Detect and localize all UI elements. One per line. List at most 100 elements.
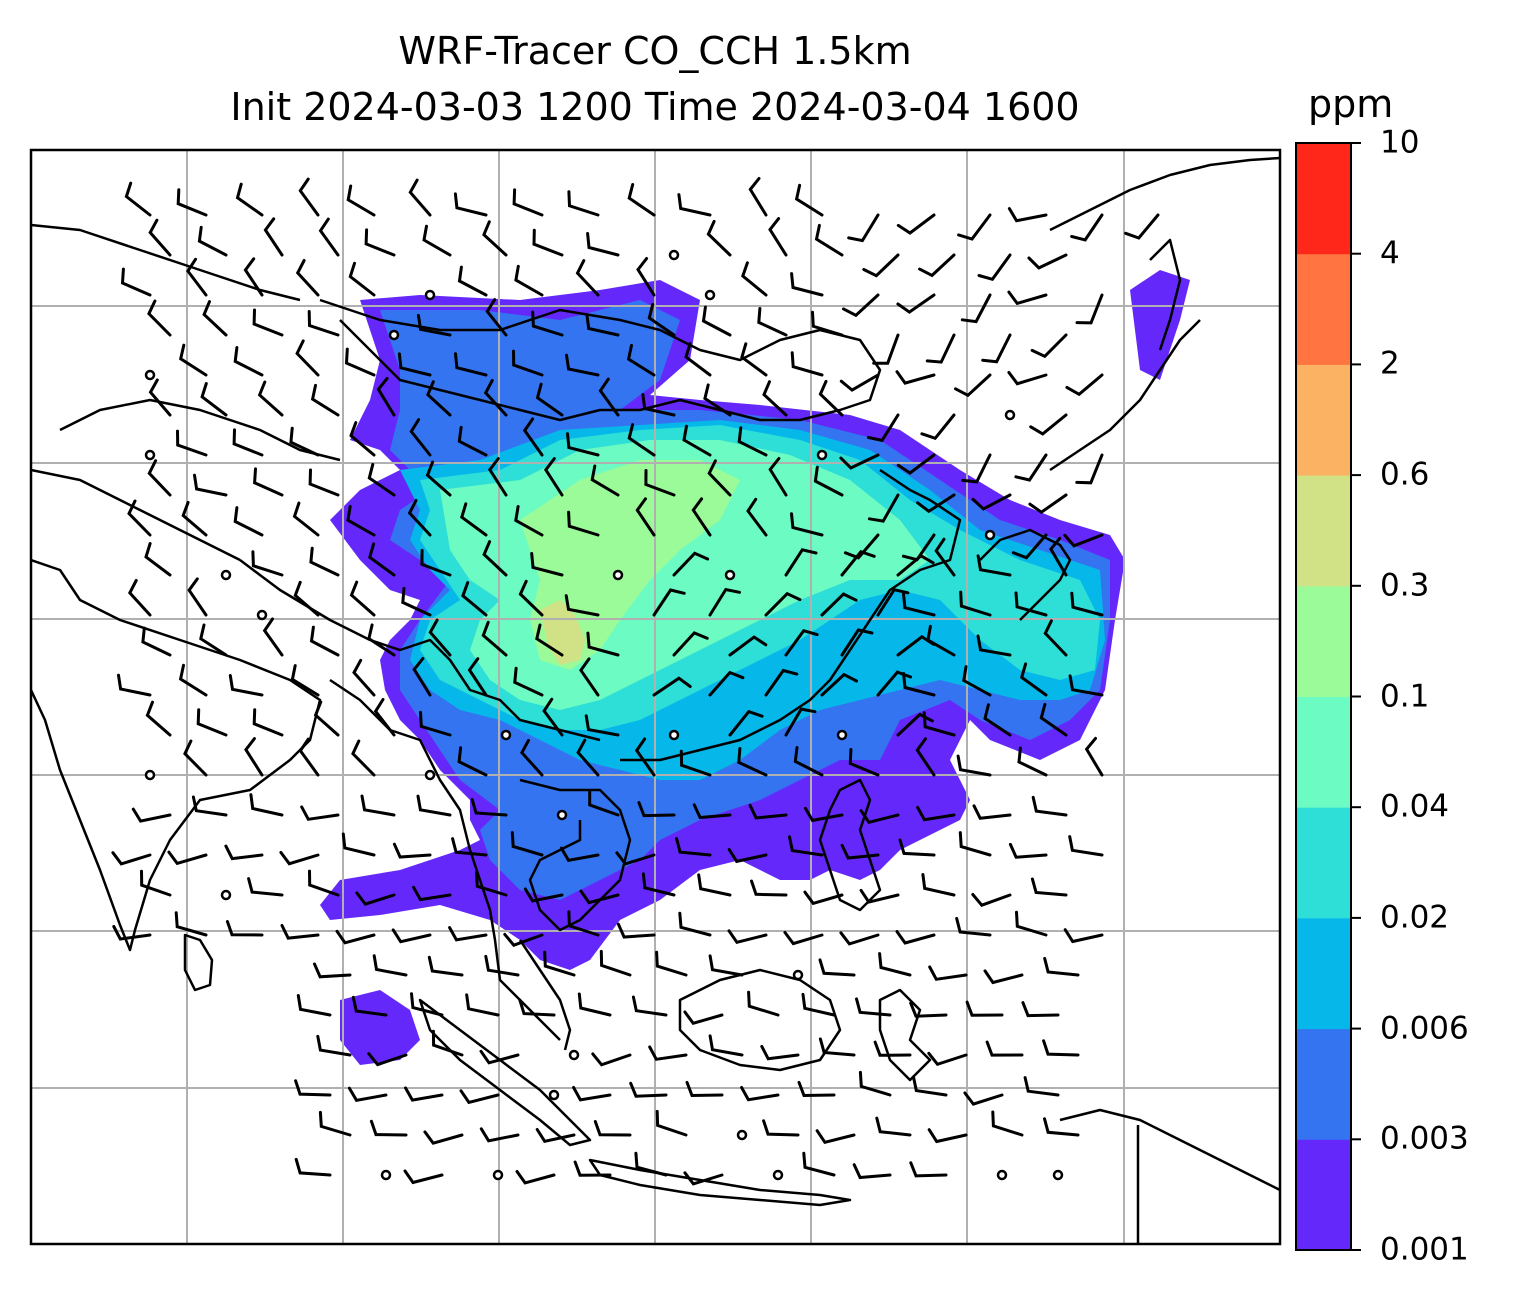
wind-barb <box>252 708 284 737</box>
calm-wind-circle <box>612 569 624 581</box>
wind-barb <box>1014 453 1048 482</box>
wind-barb <box>422 224 452 257</box>
wind-barb <box>1030 333 1068 359</box>
border-china-south-asia <box>239 559 601 742</box>
wind-barb <box>1008 842 1048 859</box>
coastline-russia-east <box>1049 156 1280 351</box>
wind-barb <box>682 424 712 457</box>
wind-barb <box>692 803 732 820</box>
wind-barb <box>960 293 992 324</box>
wind-barb <box>962 665 992 697</box>
wind-barb <box>535 1128 576 1143</box>
colorbar-swatch <box>1296 807 1351 919</box>
wind-barb <box>1028 493 1068 515</box>
wind-barb <box>976 634 1012 657</box>
wind-barb <box>876 588 910 617</box>
wind-barb <box>120 267 152 297</box>
wind-barb <box>253 467 284 497</box>
wind-barb <box>1063 928 1104 944</box>
calm-wind-circle <box>568 1049 580 1061</box>
wind-barb <box>431 1029 464 1057</box>
wind-barb <box>963 1091 1004 1106</box>
wind-barb <box>1039 702 1068 737</box>
wind-barb <box>1042 1039 1080 1057</box>
wind-barb <box>376 376 396 417</box>
wind-barb <box>564 594 600 617</box>
wind-barb <box>862 253 900 278</box>
wind-barb <box>202 300 228 337</box>
wind-barb <box>918 253 956 278</box>
wind-barb <box>584 714 620 737</box>
wind-barb <box>1019 662 1048 697</box>
wind-barb <box>479 1127 520 1143</box>
wind-barb <box>514 264 544 297</box>
colorbar-tick-label: 0.001 <box>1380 1231 1469 1268</box>
wind-barb <box>648 1045 688 1061</box>
wind-barb <box>708 670 745 697</box>
wind-barb <box>567 510 600 537</box>
wind-barb <box>1007 371 1048 386</box>
wind-barb <box>295 259 320 297</box>
wind-barb <box>310 383 340 417</box>
wind-barb <box>412 885 452 902</box>
wind-barb <box>757 307 788 337</box>
wind-barb <box>510 831 544 857</box>
wind-barb <box>1021 1001 1060 1018</box>
wind-barb <box>243 257 264 297</box>
wind-barb <box>701 305 732 337</box>
wind-barb <box>367 1052 408 1067</box>
wind-barb <box>1029 413 1068 436</box>
wind-barb <box>991 1110 1024 1137</box>
colorbar-swatch <box>1296 253 1351 365</box>
wind-barb <box>512 349 544 377</box>
wind-barb <box>790 351 824 377</box>
wind-barb <box>764 591 802 617</box>
wind-barb <box>294 1079 332 1097</box>
wind-barb <box>872 333 900 365</box>
wind-barb <box>598 377 620 417</box>
coastline-indochina <box>519 778 632 932</box>
wind-barb <box>187 577 208 617</box>
wind-barb <box>634 737 656 777</box>
wind-barb <box>318 1110 352 1137</box>
wind-barb <box>457 746 488 777</box>
wind-barb <box>652 676 692 697</box>
wind-barb <box>954 373 992 398</box>
wind-barb <box>1084 736 1104 777</box>
wind-barb <box>593 1120 632 1137</box>
wind-barb <box>567 190 600 217</box>
wind-barb <box>461 581 488 617</box>
wind-barb <box>416 794 452 817</box>
wind-barb <box>467 657 488 697</box>
coastline-china-south <box>620 468 962 762</box>
wind-barb <box>866 413 900 443</box>
wind-barb <box>983 703 1012 737</box>
wind-barb <box>279 851 320 866</box>
wind-barb <box>351 995 388 1017</box>
wind-barb <box>148 218 172 257</box>
wind-barb <box>764 668 799 697</box>
wind-barb <box>747 990 780 1017</box>
wind-barb <box>225 920 264 937</box>
wind-barb <box>820 592 858 617</box>
calm-wind-circle <box>724 569 736 581</box>
wind-barb <box>460 502 488 537</box>
wind-barb <box>902 672 936 697</box>
wind-barb <box>815 1129 856 1145</box>
wind-barb <box>683 1171 724 1186</box>
wind-barb <box>351 739 376 777</box>
wind-barb <box>298 177 320 217</box>
wind-barb <box>927 1128 968 1144</box>
wind-barb <box>482 220 508 257</box>
wind-barb <box>167 850 208 866</box>
wind-barb <box>797 1080 836 1098</box>
wind-barb <box>647 303 676 337</box>
wind-barb <box>532 228 564 257</box>
wind-barb <box>655 1109 688 1137</box>
colorbar-swatch <box>1296 475 1351 587</box>
colorbar-tick-label: 0.003 <box>1380 1120 1469 1157</box>
calm-wind-circle <box>816 449 828 461</box>
calm-wind-circle <box>144 449 156 461</box>
wind-barb <box>1007 207 1048 223</box>
